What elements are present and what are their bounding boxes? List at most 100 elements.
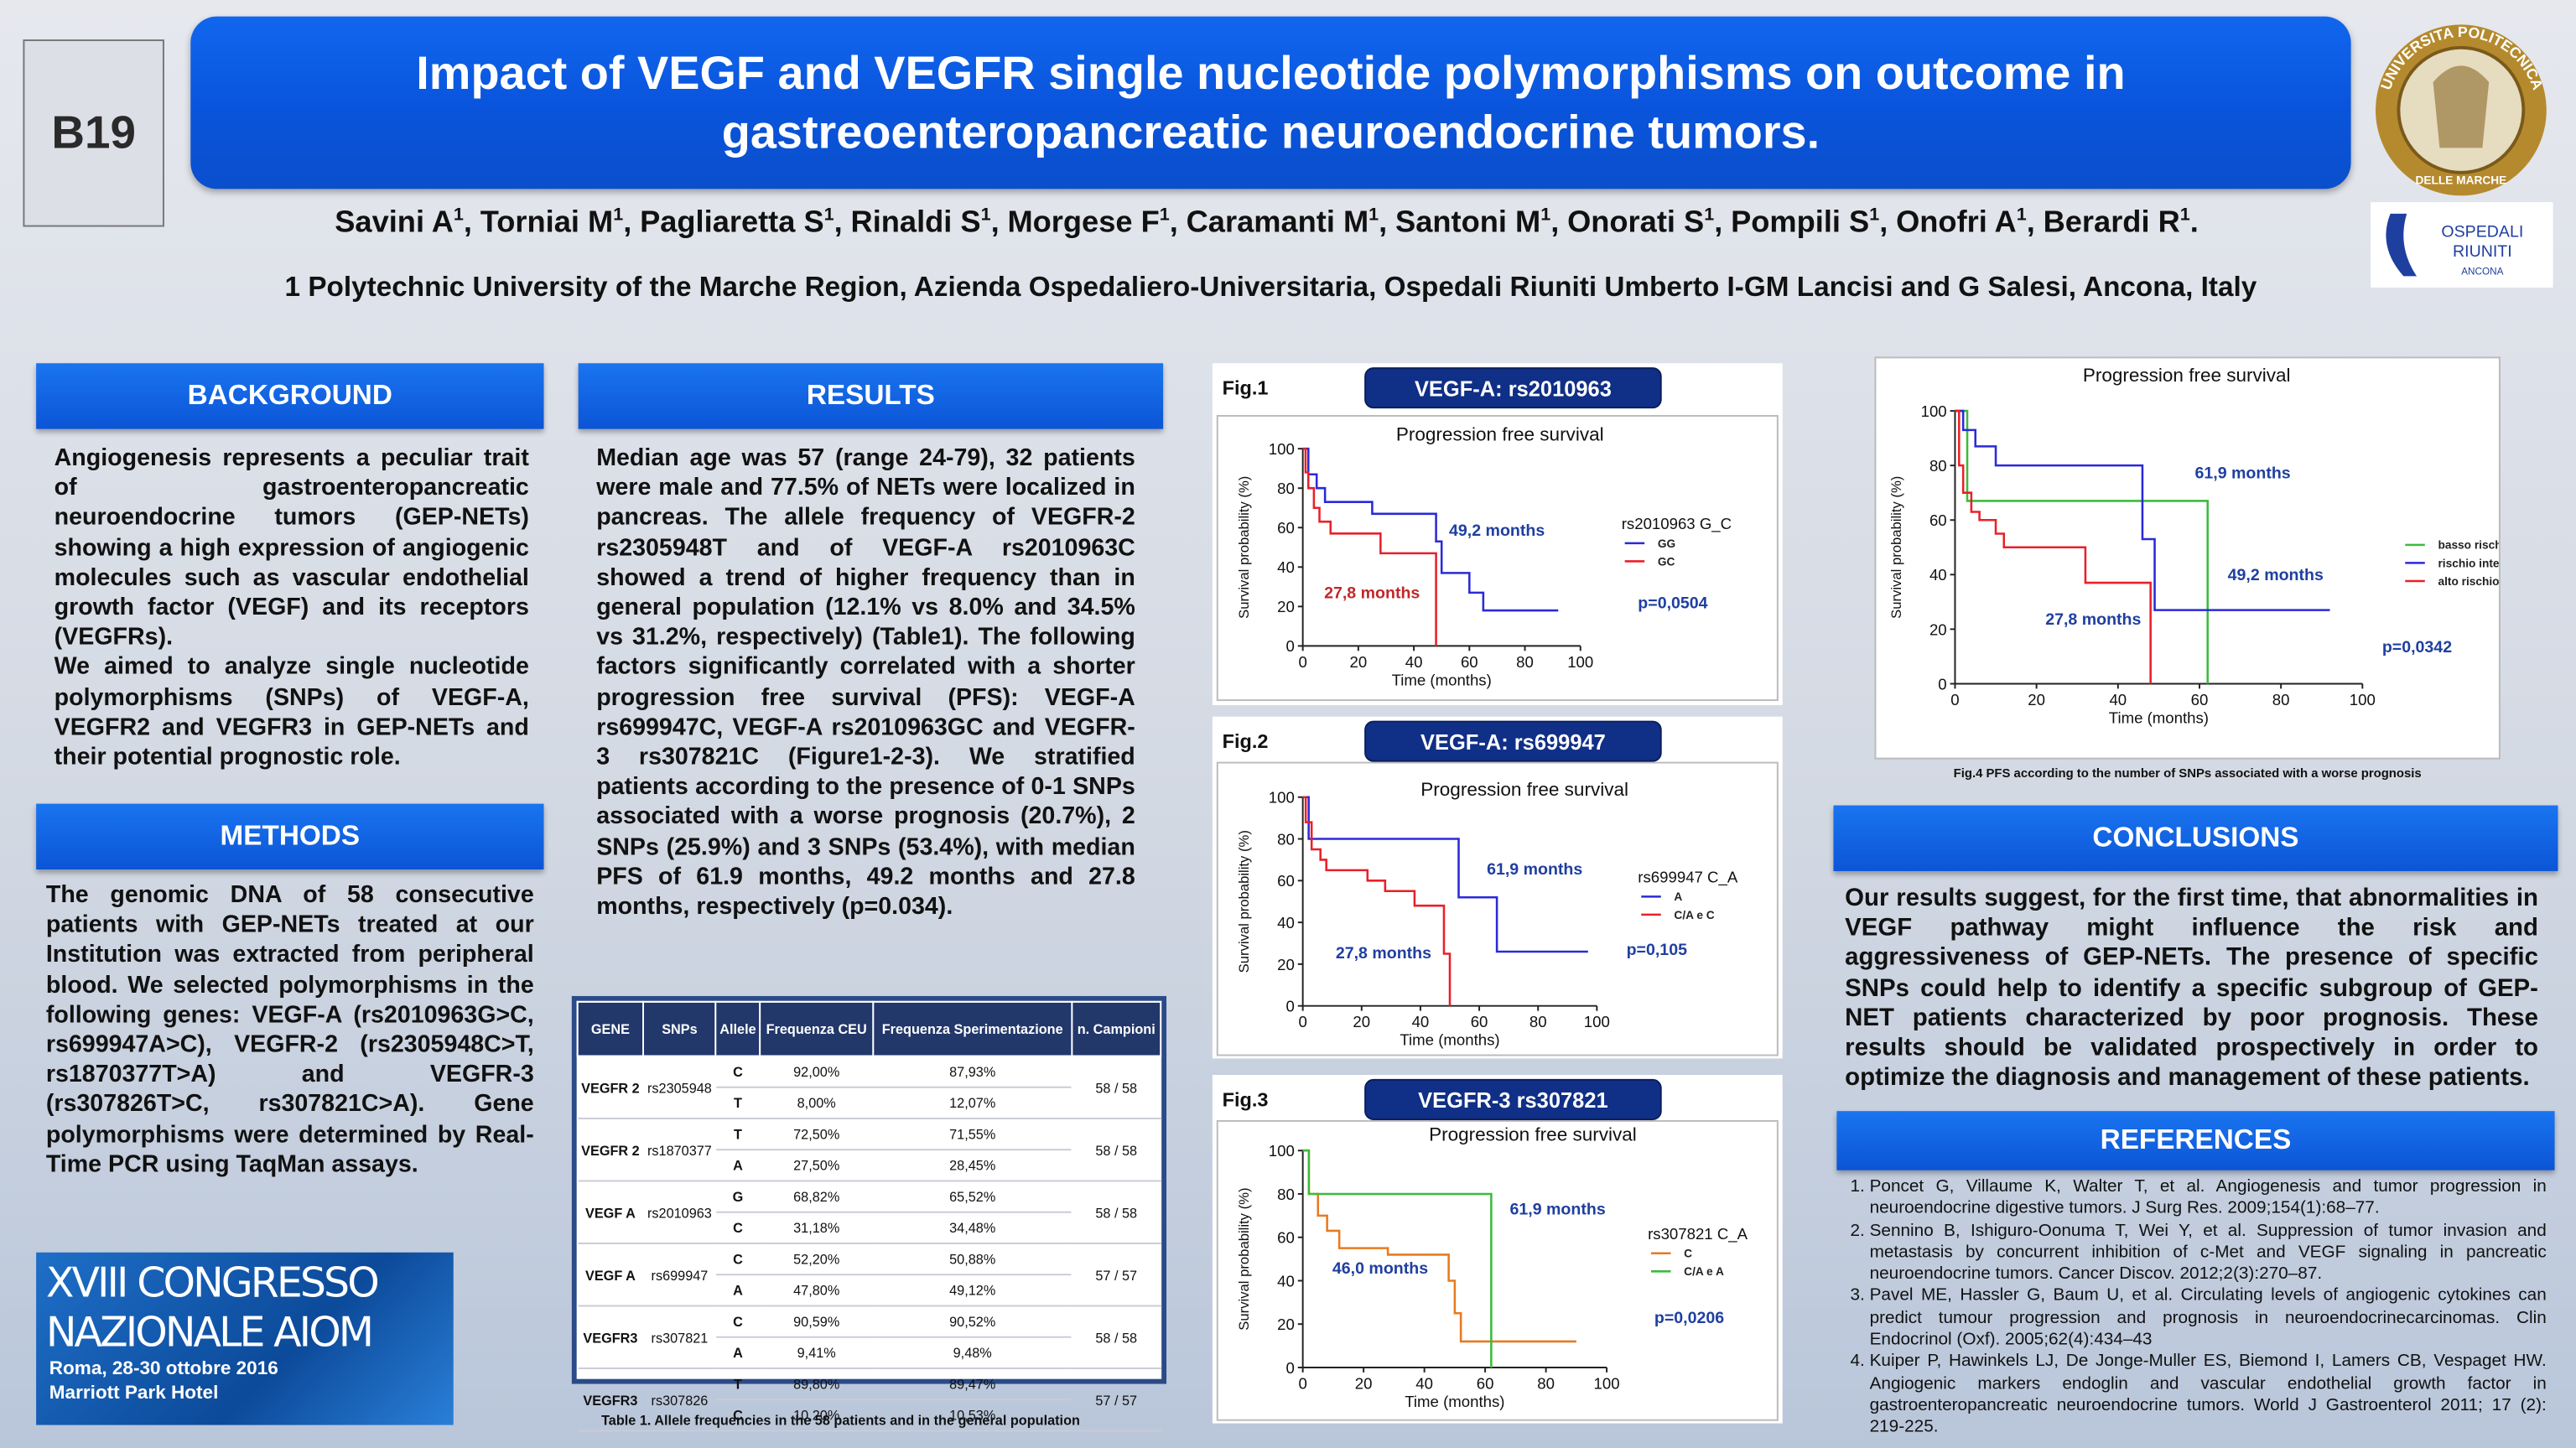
author-affiliation: 1 <box>1368 205 1379 226</box>
annotation: 27,8 months <box>1324 584 1420 603</box>
paragraph: The genomic DNA of 58 consecutive patien… <box>45 882 534 1179</box>
y-tick-label: 100 <box>1269 1142 1295 1160</box>
author-punctuation: , <box>1379 204 1388 239</box>
x-tick-label: 0 <box>1298 1374 1306 1392</box>
legend-label: alto rischio <box>2438 575 2498 588</box>
paragraph: Our results suggest, for the first time,… <box>1845 884 2538 1092</box>
author-name: Savini A <box>335 204 454 239</box>
frequency-cell: 50,88% <box>873 1243 1072 1276</box>
authors: Savini A1, Torniai M1, Pagliaretta S1, Rina… <box>190 204 2350 240</box>
snp-cell: rs2305948 <box>643 1056 716 1119</box>
annotation: 61,9 months <box>1487 860 1582 879</box>
x-tick-label: 40 <box>2109 691 2127 708</box>
x-tick-label: 20 <box>1353 1013 1370 1030</box>
y-tick-label: 80 <box>1277 1186 1295 1203</box>
author-punctuation: , <box>1169 204 1178 239</box>
x-axis-label: Time (months) <box>2109 709 2209 727</box>
author-name: Berardi R <box>2043 204 2180 239</box>
figure-badge-text: VEGF-A: rs2010963 <box>1415 377 1612 401</box>
x-tick-label: 40 <box>1405 653 1423 671</box>
y-tick-label: 20 <box>1277 598 1295 615</box>
background-text: Angiogenesis represents a peculiar trait… <box>55 444 529 773</box>
section-heading: REFERENCES <box>1836 1111 2555 1170</box>
author: Morgese F1, <box>1007 204 1177 238</box>
x-tick-label: 100 <box>1584 1013 1610 1030</box>
figure-badge-text: VEGF-A: rs699947 <box>1420 731 1606 755</box>
annotation: 61,9 months <box>1510 1201 1606 1219</box>
survival-curve <box>1302 447 1437 646</box>
figure-label: Fig.2 <box>1223 730 1269 752</box>
column-header: Frequenza CEU <box>759 1000 875 1057</box>
frequency-cell: 68,82% <box>760 1181 874 1213</box>
column-header: n. Campioni <box>1071 1000 1162 1057</box>
author-name: Torniai M <box>480 204 614 239</box>
x-axis-label: Time (months) <box>1405 1393 1504 1410</box>
survival-curve <box>1955 409 2330 611</box>
annotation: p=0,105 <box>1627 941 1687 959</box>
frequency-cell: 92,00% <box>760 1056 874 1088</box>
y-axis-label: Survival probability (%) <box>1236 1187 1252 1330</box>
author: Onorati S1, <box>1567 204 1722 238</box>
x-tick-label: 20 <box>1350 653 1368 671</box>
y-tick-label: 60 <box>1277 1229 1295 1247</box>
author: Pompili S1, <box>1731 204 1888 238</box>
snp-cell: rs307821 <box>643 1305 716 1369</box>
frequency-cell: 90,59% <box>760 1305 874 1338</box>
allele-cell: C <box>715 1056 761 1088</box>
legend-label: C/A e A <box>1684 1265 1724 1278</box>
samples-cell: 58 / 58 <box>1072 1118 1161 1182</box>
author-punctuation: , <box>1879 204 1888 239</box>
logos: UNIVERSITA POLITECNICA DELLE MARCHE OSPE… <box>2371 23 2553 288</box>
figure-label: Fig.1 <box>1223 376 1269 398</box>
allele-cell: A <box>715 1150 761 1182</box>
chart-title: Progression free survival <box>2083 365 2291 386</box>
x-tick-label: 40 <box>1412 1013 1430 1030</box>
paragraph: Angiogenesis represents a peculiar trait… <box>54 445 529 651</box>
frequency-cell: 47,80% <box>760 1274 874 1307</box>
gene-cell: VEGFR3 <box>577 1305 644 1369</box>
methods-text: The genomic DNA of 58 consecutive patien… <box>46 881 534 1181</box>
allele-cell: C <box>715 1305 761 1338</box>
samples-cell: 57 / 57 <box>1072 1368 1161 1432</box>
section-heading: RESULTS <box>578 363 1164 429</box>
y-tick-label: 0 <box>1285 998 1294 1015</box>
x-tick-label: 0 <box>1950 691 1959 708</box>
snp-cell: rs1870377 <box>643 1118 716 1182</box>
y-tick-label: 60 <box>1277 872 1295 890</box>
table-row: A 47,80% 49,12% <box>578 1274 1161 1307</box>
gene-cell: VEGF A <box>577 1243 644 1307</box>
frequency-cell: 89,47% <box>873 1368 1072 1401</box>
figure: Fig.3 VEGFR-3 rs307821 Progression free su… <box>1212 1075 1783 1424</box>
x-tick-label: 100 <box>1594 1374 1620 1392</box>
allele-cell: C <box>715 1399 761 1432</box>
table-row: VEGFR3 rs307826 T 89,80% 89,47% 57 / 57 <box>577 1368 1161 1432</box>
allele-cell: A <box>715 1336 761 1369</box>
congress-banner: XVIII CONGRESSO NAZIONALE AIOM Roma, 28-… <box>36 1252 454 1425</box>
samples-cell: 58 / 58 <box>1072 1056 1161 1119</box>
survival-curve <box>1302 796 1588 953</box>
table-row: VEGFR3 rs307821 C 90,59% 90,52% 58 / 58 <box>577 1305 1161 1369</box>
survival-curve <box>1302 1149 1493 1368</box>
y-tick-label: 0 <box>1285 1359 1294 1377</box>
table-row: C 10,20% 10,53% <box>578 1399 1161 1432</box>
seal-emblem <box>2433 65 2490 148</box>
gene-cell: VEGFR3 <box>577 1368 644 1432</box>
annotation: 49,2 months <box>1449 522 1545 540</box>
paragraph: Median age was 57 (range 24-79), 32 pati… <box>596 445 1135 921</box>
gene-cell: VEGF A <box>577 1181 644 1244</box>
x-tick-label: 60 <box>1471 1013 1488 1030</box>
table-row: A 9,41% 9,48% <box>578 1336 1161 1369</box>
legend-title: rs307821 C_A <box>1648 1225 1748 1243</box>
frequency-cell: 90,52% <box>873 1305 1072 1338</box>
y-tick-label: 100 <box>1269 440 1295 458</box>
author-punctuation: , <box>463 204 472 239</box>
author-affiliation: 1 <box>1540 205 1551 226</box>
survival-curve <box>1302 796 1452 1006</box>
y-tick-label: 80 <box>1277 830 1295 848</box>
paragraph: We aimed to analyze single nucleotide po… <box>54 655 529 771</box>
x-tick-label: 100 <box>2350 691 2376 708</box>
figure-badge <box>1364 720 1662 762</box>
legend-title: rs2010963 G_C <box>1622 515 1732 533</box>
